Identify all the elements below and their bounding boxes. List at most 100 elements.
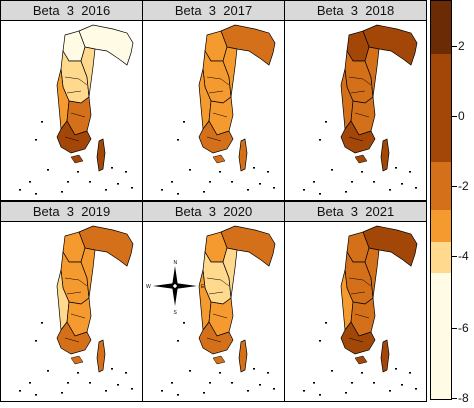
island: [415, 187, 417, 189]
legend-band: [431, 54, 451, 107]
island-chain: [70, 355, 84, 365]
island: [231, 181, 233, 183]
region-central-east: [222, 46, 238, 98]
island: [351, 181, 353, 183]
island: [125, 171, 127, 173]
choropleth-map: [285, 222, 427, 402]
island: [219, 171, 221, 173]
island: [401, 183, 403, 185]
choropleth-map: [143, 21, 285, 201]
island: [345, 392, 347, 394]
map-panel: Beta 3 2020 N S E W: [142, 201, 285, 402]
legend-band: [431, 162, 451, 210]
choropleth-map: [1, 222, 143, 402]
island: [77, 171, 79, 173]
island: [35, 340, 37, 342]
region-south: [198, 321, 234, 355]
island: [247, 390, 249, 392]
island: [47, 169, 49, 171]
compass-e: E: [201, 284, 205, 290]
island: [177, 394, 179, 396]
panel-title: Beta 3 2018: [285, 1, 426, 21]
region-tail: [238, 138, 248, 172]
island: [415, 388, 417, 390]
island: [389, 189, 391, 191]
panel-title: Beta 3 2017: [143, 1, 284, 21]
island: [345, 191, 347, 193]
map-panel: Beta 3 2021: [284, 201, 427, 402]
legend-tick: [452, 328, 457, 329]
island: [409, 171, 411, 173]
region-south: [56, 120, 92, 154]
region-central-east: [364, 46, 380, 98]
legend-band: [431, 242, 451, 273]
region-central-east: [80, 46, 96, 98]
region-tail: [96, 138, 106, 172]
legend-band: [431, 273, 451, 327]
legend-band: [431, 107, 451, 162]
island: [209, 181, 211, 183]
island: [331, 169, 333, 171]
island: [111, 167, 113, 169]
color-legend-bar: [430, 0, 452, 400]
island: [303, 390, 305, 392]
legend-tick: [452, 256, 457, 257]
island: [171, 382, 173, 384]
legend-label: -8: [458, 391, 469, 405]
region-central-east: [364, 247, 380, 299]
island-chain: [70, 154, 84, 164]
region-tail: [238, 339, 248, 373]
compass-s: S: [174, 310, 178, 316]
island: [131, 187, 133, 189]
island: [183, 121, 185, 123]
legend-band: [431, 327, 451, 399]
map-panel: Beta 3 2016: [0, 0, 143, 201]
island: [219, 372, 221, 374]
island-chain: [354, 154, 368, 164]
island: [77, 372, 79, 374]
island: [89, 382, 91, 384]
choropleth-map: [1, 21, 143, 201]
island: [409, 372, 411, 374]
island: [177, 139, 179, 141]
choropleth-map: N S E W: [143, 222, 285, 402]
island: [41, 121, 43, 123]
island: [361, 372, 363, 374]
island: [35, 193, 37, 195]
island: [35, 139, 37, 141]
island: [29, 181, 31, 183]
island: [61, 392, 63, 394]
island: [161, 189, 163, 191]
island: [361, 171, 363, 173]
region-central-east: [222, 247, 238, 299]
legend-band: [431, 1, 451, 54]
legend-label: 2: [458, 39, 465, 53]
panel-title: Beta 3 2020: [143, 202, 284, 222]
island: [47, 370, 49, 372]
island: [203, 191, 205, 193]
region-south: [198, 120, 234, 154]
legend-band: [431, 210, 451, 242]
map-panel: Beta 3 2018: [284, 0, 427, 201]
island: [41, 322, 43, 324]
map-panel: Beta 3 2019: [0, 201, 143, 402]
island-chain: [354, 355, 368, 365]
region-south: [56, 321, 92, 355]
island: [313, 181, 315, 183]
legend-label: -6: [458, 321, 469, 335]
island: [273, 388, 275, 390]
island: [61, 191, 63, 193]
island: [267, 372, 269, 374]
island: [29, 382, 31, 384]
island: [325, 322, 327, 324]
island: [89, 181, 91, 183]
island: [331, 370, 333, 372]
island: [131, 388, 133, 390]
region-south: [340, 321, 376, 355]
island: [319, 193, 321, 195]
island: [273, 187, 275, 189]
legend-tick: [452, 46, 457, 47]
legend-label: 0: [458, 109, 465, 123]
island: [267, 171, 269, 173]
island: [125, 372, 127, 374]
